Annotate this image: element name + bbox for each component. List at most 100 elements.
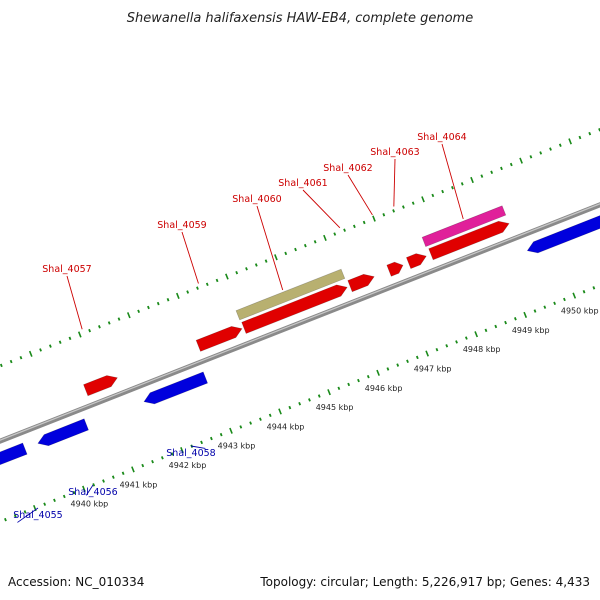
scale-tick-label: 4949 kbp	[512, 326, 550, 335]
genome-backbone	[0, 202, 600, 444]
scale-tick-minor	[111, 475, 115, 479]
scale-tick-minor	[92, 483, 96, 487]
scale-tick-minor	[406, 359, 409, 363]
scale-tick-major	[470, 176, 474, 184]
gene-feature-shal_4064-cds	[428, 220, 510, 261]
scale-tick-minor	[43, 502, 47, 506]
scale-tick-major	[28, 350, 33, 357]
scale-tick-minor	[337, 386, 341, 391]
scale-tick-minor	[582, 289, 586, 294]
scale-tick-minor	[415, 355, 419, 360]
scale-tick-label: 4940 kbp	[71, 500, 109, 509]
scale-tick-minor	[160, 456, 164, 460]
scale-tick-minor	[357, 378, 360, 383]
scale-tick-minor	[435, 347, 439, 352]
scale-tick-minor	[156, 301, 160, 306]
scale-tick-minor	[19, 355, 23, 360]
accession-text: Accession: NC_010334	[8, 575, 144, 589]
gene-feature-shal_4061	[347, 273, 375, 293]
scale-tick-minor	[268, 413, 272, 418]
scale-tick-major	[176, 292, 180, 299]
scale-tick-minor	[543, 305, 547, 309]
scale-tick-minor	[58, 340, 62, 344]
scale-tick-minor	[514, 317, 517, 321]
scale-tick-minor	[166, 298, 170, 302]
scale-tick-minor	[0, 363, 3, 368]
scale-tick-minor	[445, 344, 449, 348]
scale-tick-minor	[494, 324, 498, 329]
scale-tick-major	[421, 196, 425, 203]
gene-label-leader	[66, 275, 83, 330]
scale-tick-minor	[254, 263, 258, 267]
scale-tick-minor	[151, 459, 154, 464]
gene-feature-shal_4063	[406, 253, 427, 269]
scale-tick-minor	[533, 309, 537, 313]
topology-text: Topology: circular; Length: 5,226,917 bp…	[259, 575, 590, 589]
gene-features	[0, 205, 600, 466]
scale-tick-minor	[72, 490, 76, 495]
scale-tick-minor	[215, 278, 219, 283]
scale-tick-minor	[347, 382, 351, 387]
gene-label-leader	[85, 484, 94, 496]
scale-tick-minor	[303, 243, 307, 248]
scale-tick-minor	[219, 432, 223, 437]
scale-tick-minor	[4, 517, 7, 522]
scale-tick-major	[180, 447, 184, 454]
scale-tick-minor	[553, 301, 557, 306]
scale-tick-minor	[259, 417, 262, 421]
scale-tick-minor	[431, 193, 435, 198]
scale-tick-minor	[563, 297, 566, 302]
scale-tick-minor	[23, 510, 27, 514]
scale-tick-minor	[464, 336, 468, 340]
scale-tick-minor	[455, 340, 458, 344]
scale-tick-major	[274, 254, 278, 261]
scale-tick-minor	[288, 405, 292, 410]
gene-feature-next-reverse-gene	[526, 215, 600, 254]
gene-label-shal_4062: Shal_4062	[323, 163, 372, 174]
scale-tick-minor	[362, 220, 366, 225]
scale-tick-minor	[480, 174, 484, 178]
scale-tick-minor	[141, 463, 145, 468]
scale-tick-label: 4950 kbp	[561, 307, 599, 316]
scale-tick-minor	[504, 320, 507, 325]
gene-label-leader	[302, 189, 341, 229]
scale-tick-minor	[210, 436, 213, 441]
scale-tick-major	[425, 350, 429, 357]
gene-feature-shal_4057	[83, 375, 118, 397]
gene-label-leader	[190, 445, 206, 449]
gene-label-shal_4060: Shal_4060	[232, 194, 281, 205]
scale-tick-minor	[484, 328, 488, 333]
gene-feature-shal_4064	[421, 205, 507, 247]
scale-tick-minor	[196, 286, 199, 290]
gene-label-shal_4061: Shal_4061	[278, 178, 327, 189]
scale-tick-minor	[53, 498, 56, 503]
scale-tick-minor	[298, 402, 302, 406]
scale-tick-minor	[500, 166, 503, 171]
scale-tick-label: 4947 kbp	[414, 364, 452, 373]
scale-tick-minor	[343, 228, 346, 232]
gene-feature-shal_4055	[0, 442, 28, 466]
scale-tick-label: 4943 kbp	[218, 442, 256, 451]
scale-tick-major	[225, 273, 229, 280]
gene-label-leader	[347, 174, 373, 216]
scale-tick-minor	[313, 240, 317, 244]
scale-tick-minor	[62, 494, 66, 499]
scale-tick-minor	[107, 321, 111, 325]
scale-tick-minor	[13, 514, 17, 518]
scale-tick-major	[474, 331, 479, 338]
scale-tick-minor	[68, 336, 72, 341]
scale-tick-major	[572, 292, 577, 299]
gene-feature-shal_4056	[37, 418, 89, 447]
gene-label-shal_4057: Shal_4057	[42, 264, 91, 275]
scale-tick-minor	[529, 155, 533, 159]
scale-tick-minor	[451, 185, 454, 190]
scale-tick-label: 4946 kbp	[365, 384, 403, 393]
gene-feature-shal_4060	[235, 268, 346, 321]
scale-tick-minor	[578, 135, 582, 140]
scale-tick-minor	[549, 147, 552, 151]
scale-tick-minor	[284, 251, 288, 256]
scale-tick-major	[126, 312, 131, 319]
scale-tick-major	[568, 138, 572, 145]
scale-tick-label: 4945 kbp	[316, 403, 354, 412]
